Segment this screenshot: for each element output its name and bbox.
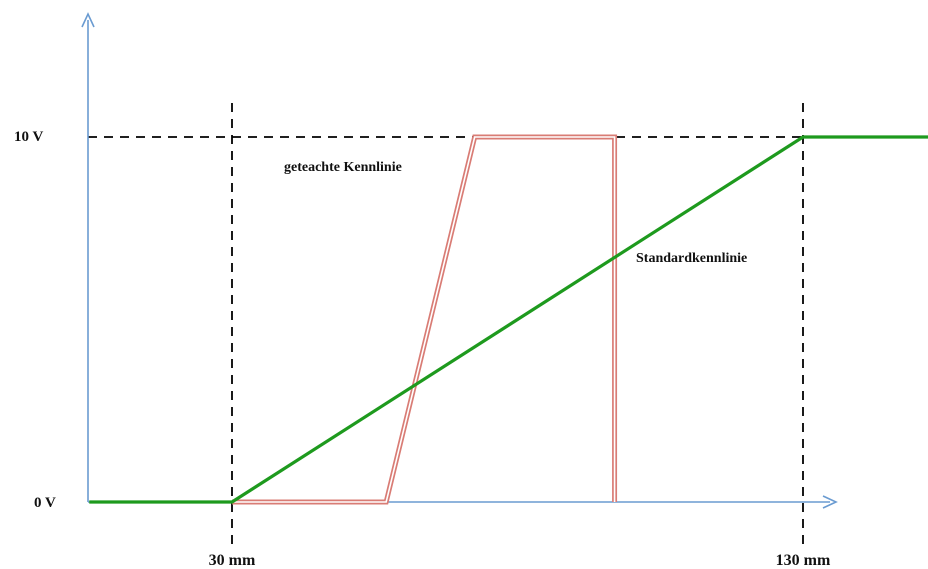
annotations: geteachte Kennlinie Standardkennlinie	[284, 160, 747, 266]
y-axis-arrow	[81, 12, 95, 28]
y-tick-label-0V: 0 V	[34, 495, 56, 511]
y-tick-label-10V: 10 V	[14, 129, 43, 145]
annotation-geteachte-kennlinie: geteachte Kennlinie	[284, 160, 402, 175]
annotation-standardkennlinie: Standardkennlinie	[636, 251, 747, 266]
series-line-geteachte-kennlinie-inner	[232, 136, 616, 503]
x-tick-label-130mm: 130 mm	[776, 552, 831, 569]
series-line-standardkennlinie	[89, 135, 928, 504]
reference-lines	[88, 103, 804, 548]
x-tick-label-30mm: 30 mm	[209, 552, 256, 569]
series-line-geteachte-kennlinie	[232, 134, 618, 505]
series-group	[89, 134, 928, 505]
x-axis-arrow	[822, 495, 838, 509]
tick-labels: 0 V 10 V 30 mm 130 mm	[14, 129, 831, 569]
